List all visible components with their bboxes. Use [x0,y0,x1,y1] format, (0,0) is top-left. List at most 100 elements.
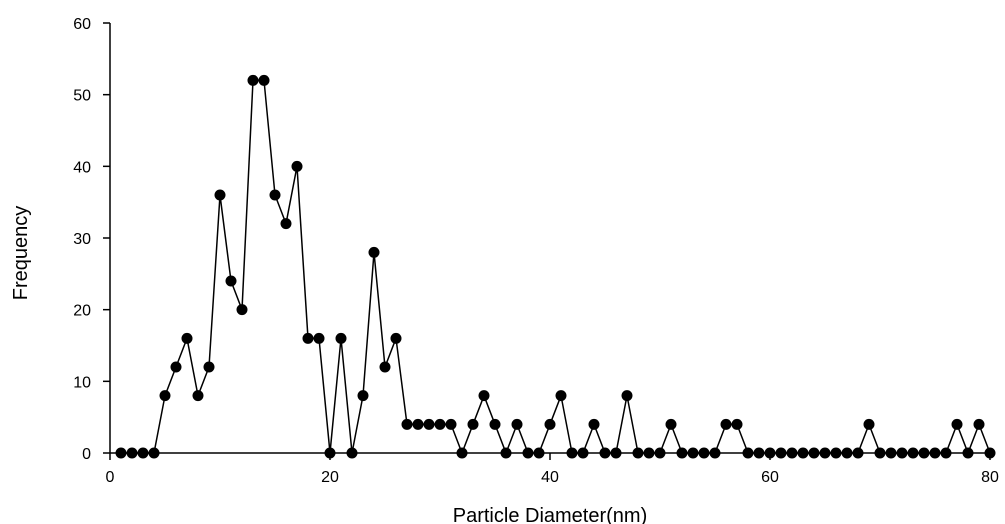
data-point [324,447,336,459]
data-point [599,447,611,459]
data-point [379,361,391,373]
x-tick-label: 40 [541,469,559,486]
data-point [313,332,325,344]
data-point [225,275,237,287]
data-point [159,390,171,402]
data-point [170,361,182,373]
y-tick-label: 30 [73,231,91,248]
data-point [918,447,930,459]
x-tick-label: 60 [761,469,779,486]
y-axis-title: Frequency [10,206,32,301]
data-point [357,390,369,402]
data-point [115,447,127,459]
data-point [214,189,226,201]
data-point [423,418,435,430]
y-tick-label: 10 [73,374,91,391]
data-point [841,447,853,459]
data-point [269,189,281,201]
data-point [698,447,710,459]
y-tick-label: 0 [82,446,91,463]
data-point [940,447,952,459]
data-point [896,447,908,459]
data-point [467,418,479,430]
data-point [544,418,556,430]
x-axis-title: Particle Diameter(nm) [453,505,647,524]
data-point [588,418,600,430]
data-point [687,447,699,459]
data-point [522,447,534,459]
data-point [929,447,941,459]
x-tick-label: 0 [106,469,115,486]
data-point [291,160,303,172]
data-point [742,447,754,459]
data-point [808,447,820,459]
data-point [907,447,919,459]
data-point [852,447,864,459]
data-point [148,447,160,459]
series-line [121,79,991,456]
data-point [511,418,523,430]
data-point [577,447,589,459]
y-tick-label: 50 [73,88,91,105]
data-point [764,447,776,459]
data-point [830,447,842,459]
y-tick-label: 60 [73,16,91,33]
data-point [720,418,732,430]
data-point [874,447,886,459]
data-point [247,74,259,86]
axes [109,23,990,454]
y-tick-label: 20 [73,303,91,320]
data-point [973,418,985,430]
data-point [984,447,996,459]
data-point [368,246,380,258]
ticks: 0 10 20 30 40 50 60 0 20 40 60 80 [73,16,999,486]
data-point [280,218,292,230]
data-point [819,447,831,459]
axis-titles: Particle Diameter(nm) Frequency [10,206,647,524]
data-point [786,447,798,459]
data-point [676,447,688,459]
data-point [445,418,457,430]
data-point [489,418,501,430]
data-point [555,390,567,402]
data-point [643,447,655,459]
data-point [951,418,963,430]
data-point [434,418,446,430]
data-point [478,390,490,402]
data-point [709,447,721,459]
data-point [775,447,787,459]
data-point [632,447,644,459]
data-point [621,390,633,402]
data-point [236,304,248,316]
data-point [654,447,666,459]
data-point [126,447,138,459]
data-point [456,447,468,459]
x-tick-label: 80 [981,469,999,486]
data-point [192,390,204,402]
data-point [390,332,402,344]
data-point [566,447,578,459]
data-point [533,447,545,459]
x-tick-label: 20 [321,469,339,486]
data-point [401,418,413,430]
data-point [885,447,897,459]
data-point [302,332,314,344]
data-point [500,447,512,459]
data-point [753,447,765,459]
data-point [181,332,193,344]
data-point [258,74,270,86]
data-point [797,447,809,459]
data-point [610,447,622,459]
data-point [412,418,424,430]
data-point [203,361,215,373]
data-point [346,447,358,459]
series [115,74,996,459]
y-tick-label: 40 [73,159,91,176]
data-point [665,418,677,430]
data-point [863,418,875,430]
data-point [335,332,347,344]
data-point [731,418,743,430]
data-point [137,447,149,459]
data-point [962,447,974,459]
